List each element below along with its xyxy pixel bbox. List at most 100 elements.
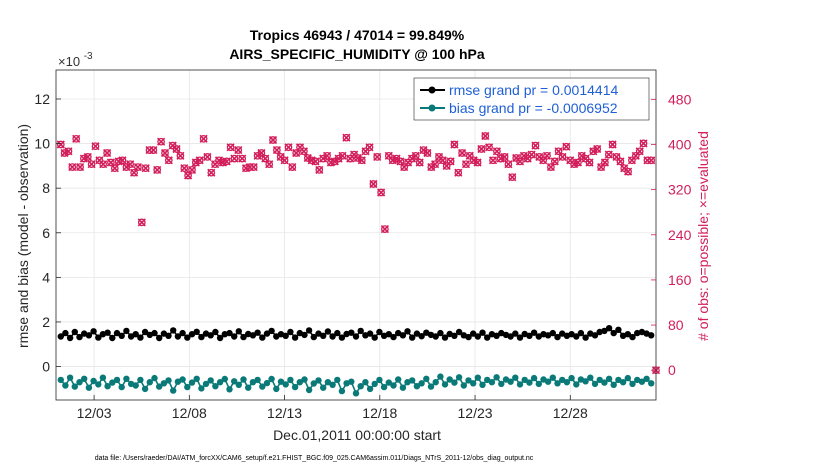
obs-possible-point — [191, 158, 200, 167]
obs-evaluated-stroke — [438, 156, 447, 165]
bias-point — [57, 376, 64, 384]
bias-point — [76, 379, 83, 386]
bias-point — [193, 375, 200, 382]
rmse-point — [334, 329, 341, 337]
bias-point — [409, 377, 416, 384]
rmse-point — [624, 331, 631, 338]
rmse-point — [198, 333, 205, 341]
obs-possible-point — [153, 166, 162, 174]
obs-possible-point — [72, 134, 81, 143]
bias-point — [549, 374, 556, 381]
obs-evaluated-stroke — [450, 140, 459, 149]
y-axis-label-right: # of obs: o=possible; ×=evaluated — [695, 131, 711, 341]
rmse-point — [554, 333, 561, 341]
obs-evaluated-stroke — [91, 142, 100, 151]
rmse-point — [254, 329, 261, 336]
rmse-point — [465, 333, 472, 341]
bias-point — [573, 381, 580, 388]
y-tick-label-left: 4 — [42, 269, 50, 285]
obs-evaluated-point — [195, 156, 204, 165]
rmse-point — [357, 327, 364, 335]
obs-evaluated-point — [68, 163, 77, 172]
rmse-point — [85, 332, 93, 339]
obs-evaluated-stroke — [446, 157, 455, 166]
obs-evaluated-point — [377, 188, 386, 197]
obs-evaluated-point — [76, 163, 85, 172]
bias-point — [146, 379, 153, 386]
obs-possible-point — [601, 158, 609, 167]
obs-possible-point — [284, 143, 293, 152]
obs-evaluated-point — [299, 147, 308, 156]
obs-evaluated-point — [91, 142, 100, 151]
obs-possible-point — [400, 163, 409, 171]
bias-point — [287, 376, 294, 384]
obs-evaluated-stroke — [214, 156, 224, 165]
rmse-point — [184, 334, 191, 341]
obs-possible-point — [469, 156, 478, 165]
bias-point — [648, 380, 655, 387]
obs-evaluated-stroke — [64, 147, 73, 156]
obs-possible-point — [184, 171, 192, 180]
obs-evaluated-stroke — [612, 152, 621, 161]
obs-evaluated-stroke — [68, 163, 77, 172]
obs-evaluated-point — [292, 148, 301, 158]
obs-evaluated-point — [249, 163, 258, 172]
bias-point — [601, 379, 608, 386]
obs-evaluated-stroke — [508, 173, 517, 182]
bias-point — [212, 383, 219, 390]
obs-possible-point — [188, 166, 196, 174]
bias-point — [395, 376, 402, 383]
obs-possible-point — [107, 158, 115, 167]
bias-point — [362, 379, 369, 386]
obs-possible-point — [485, 143, 493, 152]
obs-evaluated-point — [357, 156, 366, 165]
bias-point — [605, 375, 613, 382]
bias-point — [437, 373, 444, 380]
rmse-point — [193, 328, 200, 335]
bias-point — [132, 382, 139, 389]
bias-point — [399, 384, 407, 391]
obs-possible-point — [234, 146, 243, 154]
y-exponent-base: ×10 — [58, 54, 80, 69]
obs-evaluated-point — [238, 154, 247, 163]
bias-point — [170, 387, 177, 394]
obs-evaluated-stroke — [226, 143, 235, 152]
rmse-point — [141, 328, 149, 336]
bias-point — [184, 383, 191, 391]
bias-point — [291, 383, 299, 391]
bias-point — [498, 380, 505, 388]
obs-evaluated-point — [423, 148, 432, 158]
rmse-point — [437, 329, 444, 337]
obs-evaluated-point — [485, 143, 494, 152]
obs-evaluated-point — [380, 225, 389, 234]
rmse-point — [493, 332, 500, 339]
obs-evaluated-point — [288, 163, 297, 172]
obs-evaluated-stroke — [380, 225, 389, 234]
obs-evaluated-stroke — [616, 157, 625, 166]
obs-evaluated-point — [303, 153, 312, 163]
obs-evaluated-point — [554, 147, 563, 156]
obs-evaluated-stroke — [133, 163, 142, 172]
x-axis: 12/03 12/08 12/13 12/18 12/23 12/28 — [77, 395, 588, 421]
obs-possible-point — [180, 164, 189, 173]
obs-possible-point — [137, 218, 146, 227]
bias-point — [198, 385, 205, 392]
rmse-point — [109, 334, 116, 342]
rmse-point — [226, 329, 233, 337]
y-exponent-label: ×10 -3 — [58, 51, 93, 69]
rmse-point — [371, 334, 378, 341]
y-tick-label-right: 240 — [668, 227, 692, 243]
rmse-point — [376, 328, 383, 336]
obs-evaluated-stroke — [249, 163, 258, 172]
rmse-point — [291, 334, 299, 341]
obs-possible-point — [257, 149, 266, 157]
obs-possible-point — [411, 151, 420, 160]
obs-evaluated-stroke — [141, 164, 150, 173]
obs-evaluated-stroke — [288, 163, 297, 172]
obs-evaluated-point — [500, 152, 509, 161]
obs-possible-point — [346, 154, 355, 163]
rmse-point — [301, 331, 308, 339]
rmse-point — [605, 325, 613, 332]
obs-evaluated-stroke — [473, 158, 482, 167]
obs-possible-point — [415, 158, 424, 167]
